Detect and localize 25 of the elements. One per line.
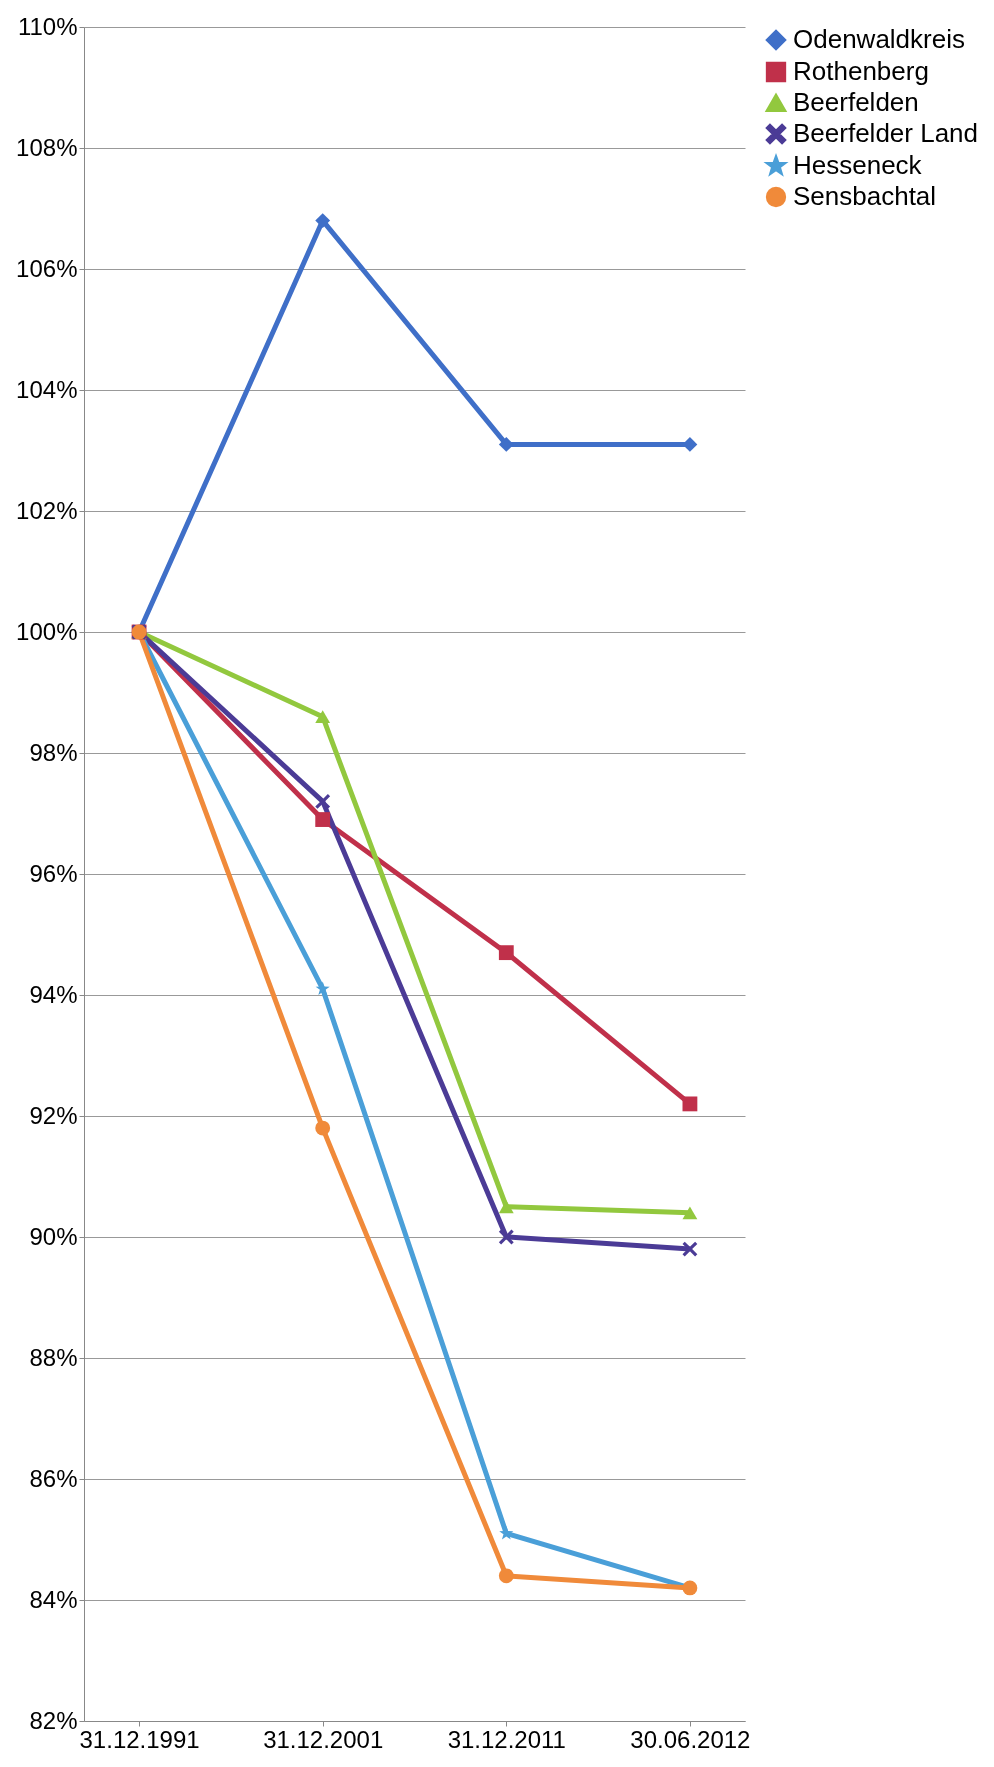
y-tick-label: 102% bbox=[16, 496, 78, 524]
y-tick-label: 92% bbox=[29, 1101, 78, 1129]
legend-label: Beerfelden bbox=[793, 87, 919, 117]
legend-label: Beerfelder Land bbox=[793, 118, 979, 148]
x-tick-label: 31.12.2011 bbox=[447, 1725, 566, 1753]
y-tick-label: 82% bbox=[29, 1706, 78, 1734]
y-tick-label: 90% bbox=[29, 1222, 78, 1250]
y-tick-label: 100% bbox=[16, 617, 78, 645]
y-tick-label: 104% bbox=[16, 375, 78, 403]
y-tick-label: 86% bbox=[29, 1464, 78, 1492]
legend-label: Rothenberg bbox=[793, 56, 929, 86]
y-tick-label: 94% bbox=[29, 980, 78, 1008]
y-tick-label: 108% bbox=[16, 133, 78, 161]
legend-label: Odenwaldkreis bbox=[793, 24, 965, 54]
x-tick-label: 31.12.1991 bbox=[79, 1725, 200, 1753]
y-tick-label: 88% bbox=[29, 1343, 78, 1371]
x-tick-label: 31.12.2001 bbox=[263, 1725, 384, 1753]
y-tick-label: 96% bbox=[29, 859, 78, 887]
legend-label: Hesseneck bbox=[793, 150, 923, 180]
y-tick-label: 84% bbox=[29, 1585, 78, 1613]
legend-label: Sensbachtal bbox=[793, 181, 937, 211]
y-tick-label: 110% bbox=[17, 12, 78, 40]
x-tick-label: 30.06.2012 bbox=[630, 1725, 751, 1753]
y-tick-label: 98% bbox=[29, 738, 78, 766]
y-tick-label: 106% bbox=[16, 254, 78, 282]
